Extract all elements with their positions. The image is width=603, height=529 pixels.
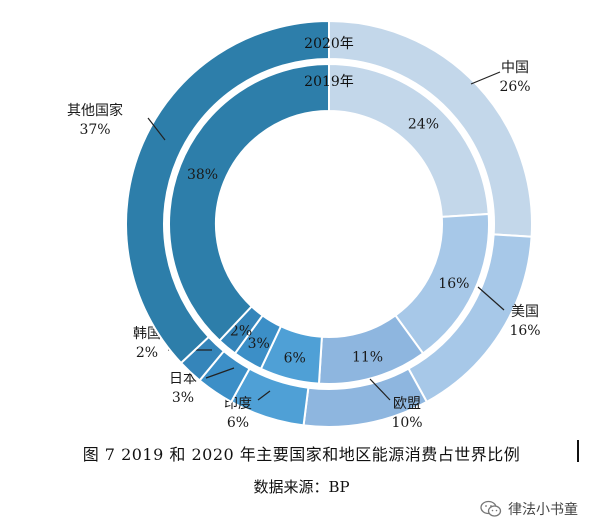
outer-ring-slice-others [125, 19, 330, 365]
outer-category-label-others: 其他国家 [67, 102, 123, 119]
inner-label-india: 6% [284, 351, 306, 367]
leader-line-japan [205, 367, 235, 379]
outer-category-label-china: 中国 [501, 60, 529, 76]
outer-value-label-usa: 16% [509, 323, 540, 339]
outer-value-label-korea: 2% [136, 345, 158, 361]
outer-value-label-japan: 3% [172, 390, 194, 406]
text-cursor [577, 440, 579, 462]
outer-category-label-eu: 欧盟 [393, 396, 421, 412]
leader-line-china [470, 71, 501, 85]
inner-label-others: 38% [187, 167, 218, 183]
donut-chart: 24%16%11%6%3%2%38%中国26%美国16%欧盟10%印度6%日本3… [67, 19, 541, 431]
outer-value-label-india: 6% [227, 415, 249, 431]
watermark-text: 律法小书童 [508, 502, 578, 518]
outer-category-label-korea: 韩国 [133, 326, 161, 342]
outer-value-label-eu: 10% [391, 415, 422, 431]
leader-line-eu [369, 378, 391, 401]
outer-value-label-china: 26% [499, 79, 530, 95]
outer-category-label-usa: 美国 [511, 304, 539, 320]
inner-ring-slice-others [168, 62, 330, 343]
wechat-icon [480, 500, 502, 517]
leader-line-india [257, 390, 271, 401]
outer-category-label-japan: 日本 [169, 371, 197, 387]
inner-label-eu: 11% [352, 350, 383, 366]
source-caption: 数据来源：BP [253, 478, 350, 496]
inner-label-usa: 16% [438, 276, 469, 292]
outer-value-label-others: 37% [79, 122, 110, 138]
outer-ring-title: 2020年 [304, 36, 354, 52]
inner-label-japan: 3% [248, 336, 270, 352]
watermark: 律法小书童 [480, 497, 578, 521]
inner-label-korea: 2% [230, 323, 252, 339]
leader-line-others [147, 117, 166, 141]
leader-line-usa [477, 286, 505, 311]
inner-label-china: 24% [408, 116, 439, 132]
inner-ring-title: 2019年 [304, 74, 354, 90]
figure-caption: 图 7 2019 和 2020 年主要国家和地区能源消费占世界比例 [82, 445, 521, 464]
